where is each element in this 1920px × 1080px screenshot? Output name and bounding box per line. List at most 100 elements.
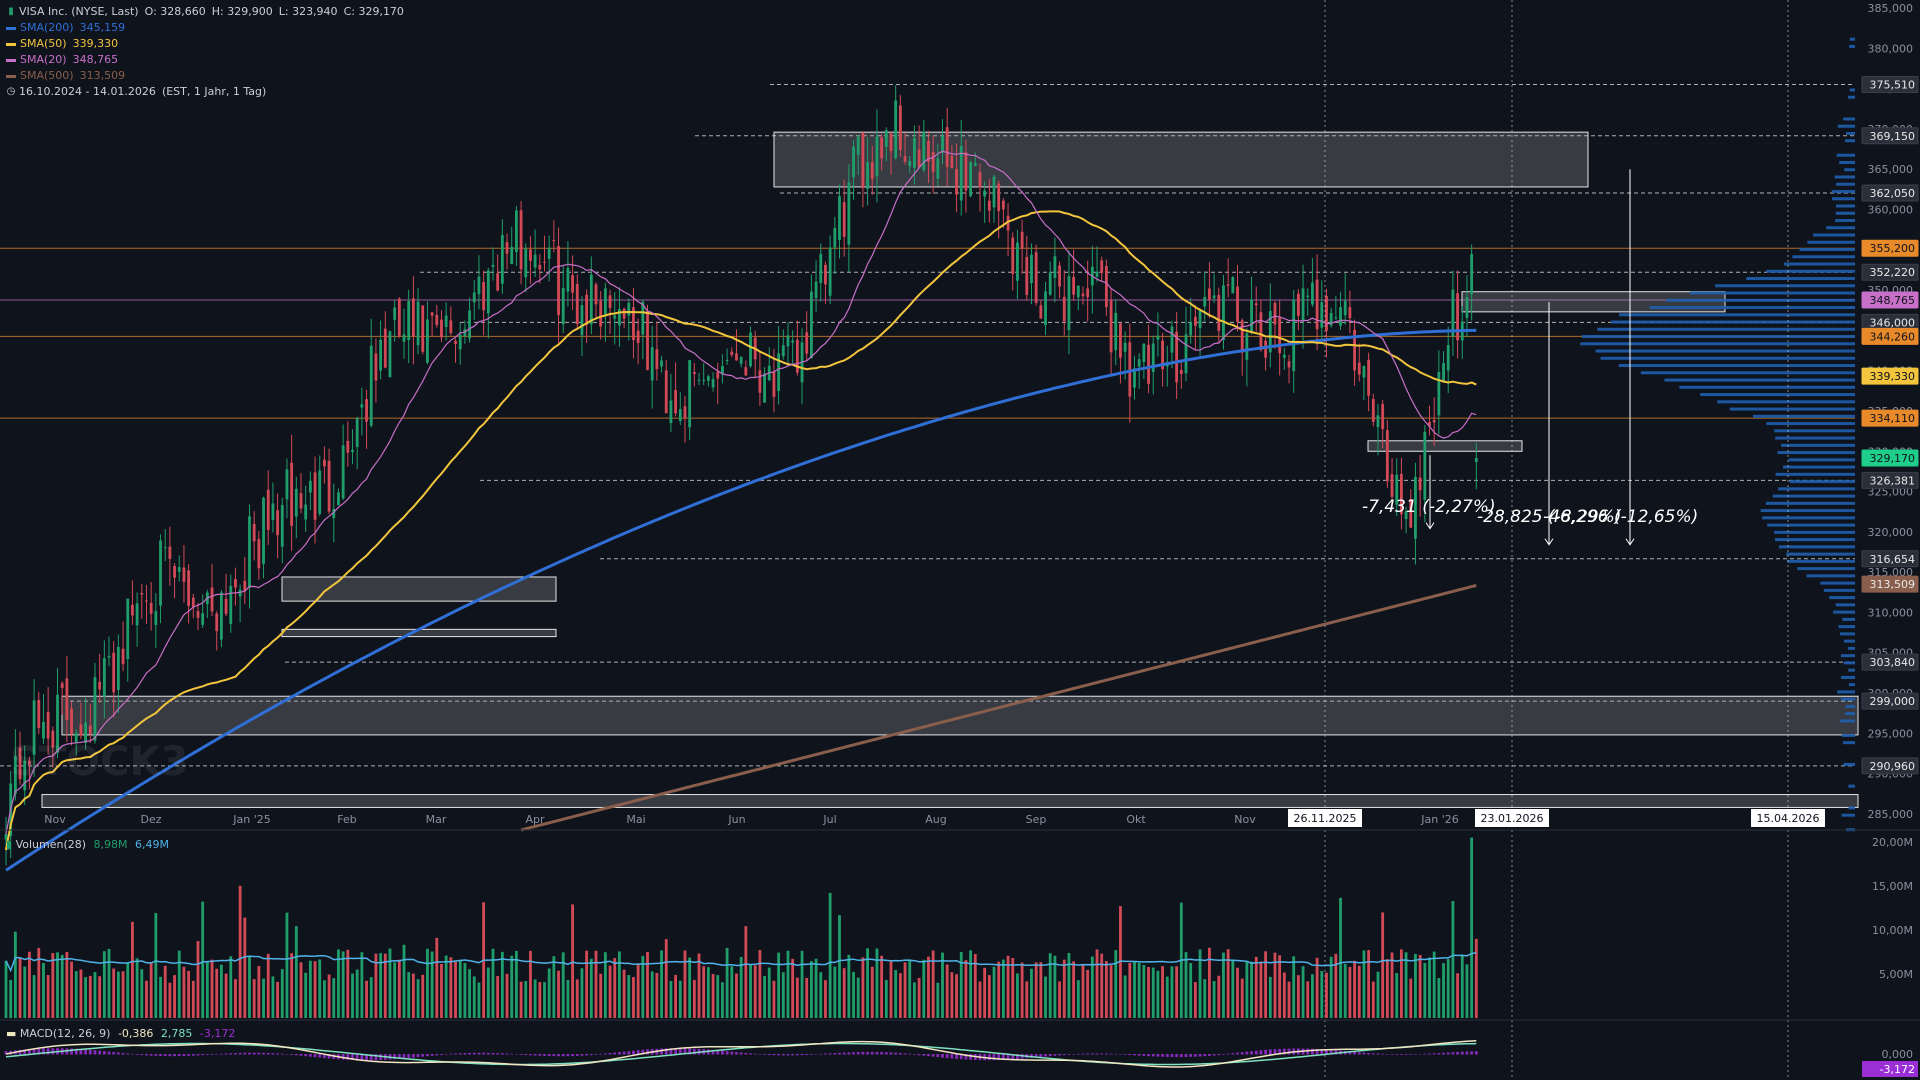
candle-body <box>1240 320 1244 353</box>
candle-body <box>23 760 27 791</box>
volume-bar <box>1437 978 1441 1018</box>
volume-bar <box>112 968 116 1018</box>
volume-bar <box>177 950 181 1018</box>
candle-body <box>973 163 977 167</box>
volume-profile-bar <box>1848 806 1855 810</box>
macd-histogram-bar <box>308 1054 312 1057</box>
candle-body <box>922 131 926 170</box>
candle-body <box>234 579 237 588</box>
candle-body <box>271 503 275 521</box>
macd-value-badge <box>1862 1061 1918 1077</box>
candle-body <box>168 546 172 559</box>
candle-body <box>936 158 940 179</box>
volume-bar <box>669 981 673 1018</box>
volume-bar <box>1273 952 1277 1018</box>
volume-profile-bar <box>1762 516 1855 520</box>
macd-histogram-bar <box>243 1052 247 1055</box>
candle-body <box>1208 288 1211 300</box>
volume-bar <box>1414 953 1417 1018</box>
macd-histogram-bar <box>884 1052 888 1055</box>
price-level-badge-label: 299,000 <box>1870 695 1916 708</box>
volume-bar <box>1030 968 1033 1018</box>
macd-histogram-bar <box>632 1050 635 1055</box>
volume-bar <box>777 952 781 1018</box>
candle-body <box>983 190 987 197</box>
candle-body <box>416 301 420 346</box>
volume-bar <box>1001 959 1005 1018</box>
candle-body <box>608 295 612 308</box>
macd-histogram-bar <box>294 1054 298 1056</box>
volume-bar <box>735 973 738 1018</box>
volume-profile-bar <box>1595 349 1855 353</box>
legend-sma500[interactable]: SMA(500) 313,509 <box>6 68 404 84</box>
volume-bar <box>304 972 308 1018</box>
volume-bar <box>805 977 809 1018</box>
candle-body <box>1226 284 1230 286</box>
candle-body <box>1451 289 1455 337</box>
macd-histogram-bar <box>1348 1051 1352 1055</box>
candle-body <box>969 162 973 197</box>
volume-bar <box>1123 975 1127 1018</box>
volume-bar <box>1348 966 1352 1018</box>
candle-body <box>486 270 490 314</box>
volume-bar <box>1353 960 1356 1018</box>
volume-bar <box>1226 949 1230 1018</box>
candle-body <box>1058 265 1061 287</box>
volume-bar <box>294 926 298 1018</box>
volume-profile-bar <box>1835 182 1855 186</box>
volume-bar <box>987 975 991 1018</box>
volume-bar <box>271 976 275 1018</box>
volume-bar <box>1306 981 1310 1018</box>
volume-profile-bar <box>1640 371 1855 375</box>
zone-box <box>1367 440 1523 452</box>
volume-bar <box>1156 970 1160 1018</box>
volume-bar <box>1067 952 1071 1018</box>
macd-histogram-bar <box>641 1049 645 1055</box>
macd-histogram-bar <box>589 1054 593 1056</box>
volume-bar <box>1104 961 1108 1018</box>
candle-body <box>646 311 649 370</box>
candle-body <box>945 127 949 167</box>
volume-profile-bar <box>1849 37 1855 41</box>
volume-bar <box>908 959 912 1018</box>
volume-bar <box>1212 981 1216 1018</box>
volume-bar <box>421 974 425 1018</box>
volume-bar <box>1119 906 1122 1018</box>
macd-histogram-bar <box>1053 1054 1057 1056</box>
volume-bar <box>917 977 921 1018</box>
candle-body <box>98 681 102 690</box>
volume-profile-bar <box>1679 385 1855 389</box>
volume-bar <box>618 951 621 1018</box>
legend-sma50[interactable]: SMA(50) 339,330 <box>6 36 404 52</box>
macd-histogram-bar <box>1357 1052 1361 1055</box>
volume-bar <box>116 971 120 1018</box>
candle-body <box>145 600 148 602</box>
macd-histogram-bar <box>1287 1048 1291 1055</box>
volume-bar <box>308 960 312 1018</box>
macd-histogram-bar <box>496 1053 500 1055</box>
volume-bar <box>847 954 851 1018</box>
macd-tick-label: 0,000 <box>1882 1048 1914 1061</box>
macd-histogram-bar <box>327 1054 331 1059</box>
volume-bar <box>121 971 125 1018</box>
macd-histogram-bar <box>163 1054 167 1057</box>
volume-profile-bar <box>1664 378 1855 382</box>
price-level-badge <box>1861 327 1919 345</box>
legend-sma20[interactable]: SMA(20) 348,765 <box>6 52 404 68</box>
volume-bar <box>1006 955 1010 1018</box>
price-level-badge-label: 316,654 <box>1870 553 1916 566</box>
volume-bar <box>1367 950 1371 1018</box>
candle-body <box>889 133 893 152</box>
legend-sma200[interactable]: SMA(200) 345,159 <box>6 20 404 36</box>
volume-bar <box>870 966 874 1018</box>
volume-bar <box>692 979 696 1018</box>
volume-bar <box>365 980 368 1018</box>
candle-body <box>1006 215 1010 231</box>
volume-bar <box>983 967 987 1018</box>
macd-histogram-bar <box>252 1052 256 1055</box>
macd-histogram-bar <box>182 1054 186 1056</box>
macd-histogram-bar <box>1034 1054 1038 1058</box>
volume-bar <box>257 965 261 1018</box>
macd-histogram-bar <box>116 1052 120 1055</box>
